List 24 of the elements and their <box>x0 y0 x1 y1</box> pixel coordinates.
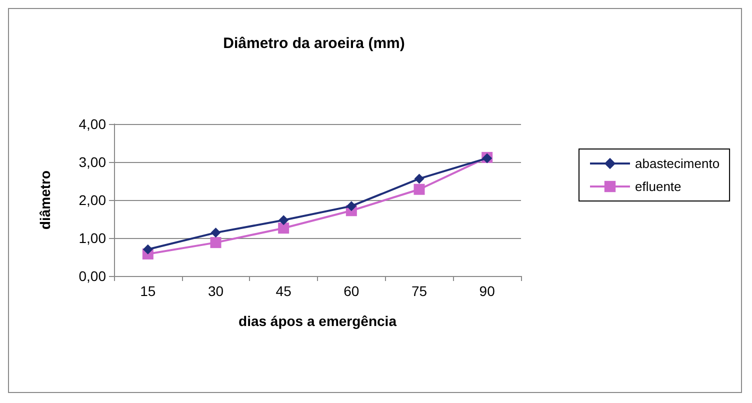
x-tick-label: 30 <box>208 283 224 299</box>
point <box>414 174 424 184</box>
legend-label: abastecimento <box>635 156 720 171</box>
x-tick-label: 45 <box>276 283 292 299</box>
y-tick-label: 2,00 <box>78 192 106 208</box>
point <box>210 237 222 248</box>
x-tick-label: 75 <box>411 283 428 299</box>
y-axis-title: diâmetro <box>37 170 53 230</box>
y-tick-label: 4,00 <box>78 116 106 132</box>
y-tick-label: 0,00 <box>78 268 106 284</box>
chart-title: Diâmetro da aroeira (mm) <box>223 35 405 52</box>
x-axis-title: dias ápos a emergência <box>238 313 397 329</box>
point <box>278 215 289 226</box>
point <box>346 201 356 212</box>
point <box>210 228 221 238</box>
x-tick-label: 60 <box>344 283 360 299</box>
point <box>142 244 153 254</box>
x-tick-label: 15 <box>140 283 156 299</box>
legend-label: efluente <box>635 179 682 194</box>
x-tick-label: 90 <box>479 283 496 299</box>
point <box>414 184 425 195</box>
point <box>278 222 290 234</box>
y-tick-label: 3,00 <box>78 154 106 170</box>
y-tick-label: 1,00 <box>78 230 106 246</box>
